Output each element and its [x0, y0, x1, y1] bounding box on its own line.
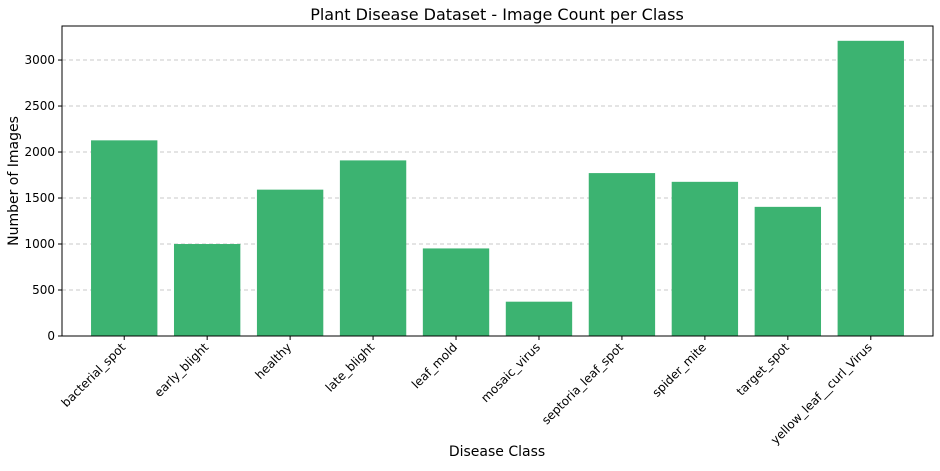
bar-yellow_leaf__curl_Virus — [837, 40, 904, 336]
x-axis-label: Disease Class — [449, 444, 545, 460]
y-tick-label: 2000 — [24, 145, 55, 159]
x-tick-label: leaf_mold — [409, 340, 460, 391]
x-tick-label: late_blight — [323, 340, 378, 395]
bar-target_spot — [754, 206, 822, 336]
bar-spider_mite — [671, 181, 739, 336]
x-tick-label: spider_mite — [649, 340, 709, 400]
chart-title: Plant Disease Dataset - Image Count per … — [310, 5, 684, 24]
bar-mosaic_virus — [505, 301, 573, 336]
x-tick-label: healthy — [252, 340, 294, 382]
plot-frame — [61, 25, 934, 337]
x-tick-label: early_blight — [152, 340, 212, 400]
x-tick-label: mosaic_virus — [478, 340, 543, 405]
y-tick-label: 1000 — [24, 237, 55, 251]
y-tick-label: 0 — [47, 329, 55, 343]
bar-late_blight — [339, 160, 407, 336]
x-ticks: bacterial_spot early_blight healthy late_bl… — [59, 336, 875, 447]
bar-septoria_leaf_spot — [588, 173, 656, 336]
bar-early_blight — [173, 244, 241, 336]
bars — [91, 40, 904, 336]
y-tick-label: 1500 — [24, 191, 55, 205]
bar-healthy — [256, 189, 324, 336]
y-tick-label: 2500 — [24, 99, 55, 113]
x-tick-label: bacterial_spot — [59, 340, 129, 410]
y-tick-label: 500 — [32, 283, 55, 297]
y-ticks: 0 500 1000 1500 2000 2500 3000 — [24, 53, 62, 343]
y-axis-label: Number of Images — [6, 116, 22, 246]
y-tick-label: 3000 — [24, 53, 55, 67]
x-tick-label: septoria_leaf_spot — [539, 340, 626, 427]
x-tick-label: target_spot — [734, 340, 792, 398]
axes — [61, 25, 934, 337]
bar-bacterial_spot — [91, 140, 158, 336]
bar-leaf_mold — [422, 248, 490, 336]
